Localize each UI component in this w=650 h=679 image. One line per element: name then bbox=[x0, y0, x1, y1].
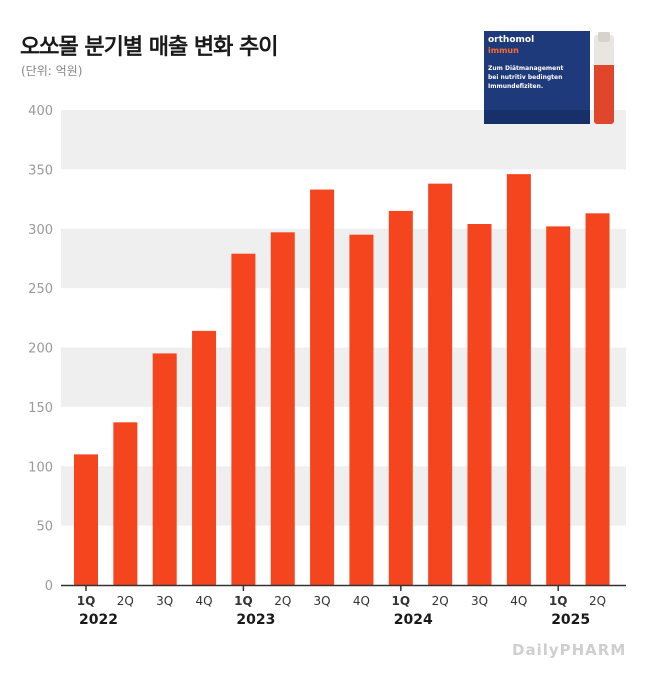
product-bottle bbox=[594, 32, 614, 124]
unit-label: (단위: 억원) bbox=[21, 64, 83, 78]
year-label: 2023 bbox=[236, 612, 275, 628]
bar bbox=[428, 183, 453, 585]
x-tick-label: 2Q bbox=[117, 594, 134, 608]
product-line-2: bei nutritiv bedingten bbox=[488, 74, 563, 81]
bar bbox=[585, 213, 610, 585]
bottle-label bbox=[594, 65, 614, 124]
y-tick-label: 150 bbox=[28, 401, 53, 416]
bar bbox=[270, 232, 295, 585]
product-box: orthomol immun Zum Diätmanagement bei nu… bbox=[484, 31, 590, 124]
chart-title: 오쏘몰 분기별 매출 변화 추이 bbox=[20, 35, 279, 60]
x-tick-label: 3Q bbox=[156, 594, 173, 608]
x-tick-label: 1Q bbox=[392, 594, 411, 608]
year-label: 2025 bbox=[551, 612, 590, 628]
grid-band bbox=[61, 228, 626, 289]
y-tick-label: 300 bbox=[28, 223, 53, 238]
y-tick-label: 0 bbox=[45, 579, 53, 594]
grid-band bbox=[61, 347, 626, 407]
x-tick-label: 4Q bbox=[510, 594, 527, 608]
y-tick-label: 200 bbox=[28, 342, 53, 357]
product-line-1: Zum Diätmanagement bbox=[488, 65, 564, 72]
y-tick-label: 50 bbox=[36, 520, 53, 535]
grid-band bbox=[61, 466, 626, 526]
bar bbox=[74, 454, 98, 585]
watermark-logo: DailyPHARM bbox=[512, 641, 627, 659]
bar bbox=[506, 174, 531, 585]
year-label: 2022 bbox=[79, 612, 118, 628]
x-tick-label: 1Q bbox=[77, 594, 96, 608]
product-line-3: Immundefiziten. bbox=[488, 83, 544, 90]
x-tick-label: 2Q bbox=[274, 594, 291, 608]
x-tick-label: 3Q bbox=[314, 594, 331, 608]
x-tick-label: 2Q bbox=[432, 594, 449, 608]
bar bbox=[192, 330, 217, 585]
x-tick-label: 2Q bbox=[589, 594, 606, 608]
year-label: 2024 bbox=[394, 612, 433, 628]
product-stripe bbox=[484, 110, 590, 124]
y-tick-label: 100 bbox=[28, 460, 53, 475]
y-tick-label: 250 bbox=[28, 282, 53, 297]
bar bbox=[113, 422, 138, 585]
x-tick-label: 3Q bbox=[471, 594, 488, 608]
bottle-cap bbox=[598, 32, 610, 42]
x-tick-label: 4Q bbox=[196, 594, 213, 608]
bar bbox=[546, 226, 571, 585]
x-tick-label: 1Q bbox=[549, 594, 568, 608]
x-tick-label: 1Q bbox=[234, 594, 253, 608]
product-brand: orthomol bbox=[488, 35, 535, 45]
bar bbox=[152, 353, 177, 585]
bar bbox=[467, 224, 492, 585]
bar bbox=[310, 189, 335, 585]
x-tick-label: 4Q bbox=[353, 594, 370, 608]
bar bbox=[349, 234, 374, 585]
y-tick-label: 400 bbox=[28, 104, 53, 119]
y-tick-label: 350 bbox=[28, 163, 53, 178]
product-image: orthomol immun Zum Diätmanagement bei nu… bbox=[484, 31, 614, 124]
product-sub: immun bbox=[488, 46, 519, 55]
bar bbox=[388, 210, 413, 585]
bar bbox=[231, 253, 256, 585]
